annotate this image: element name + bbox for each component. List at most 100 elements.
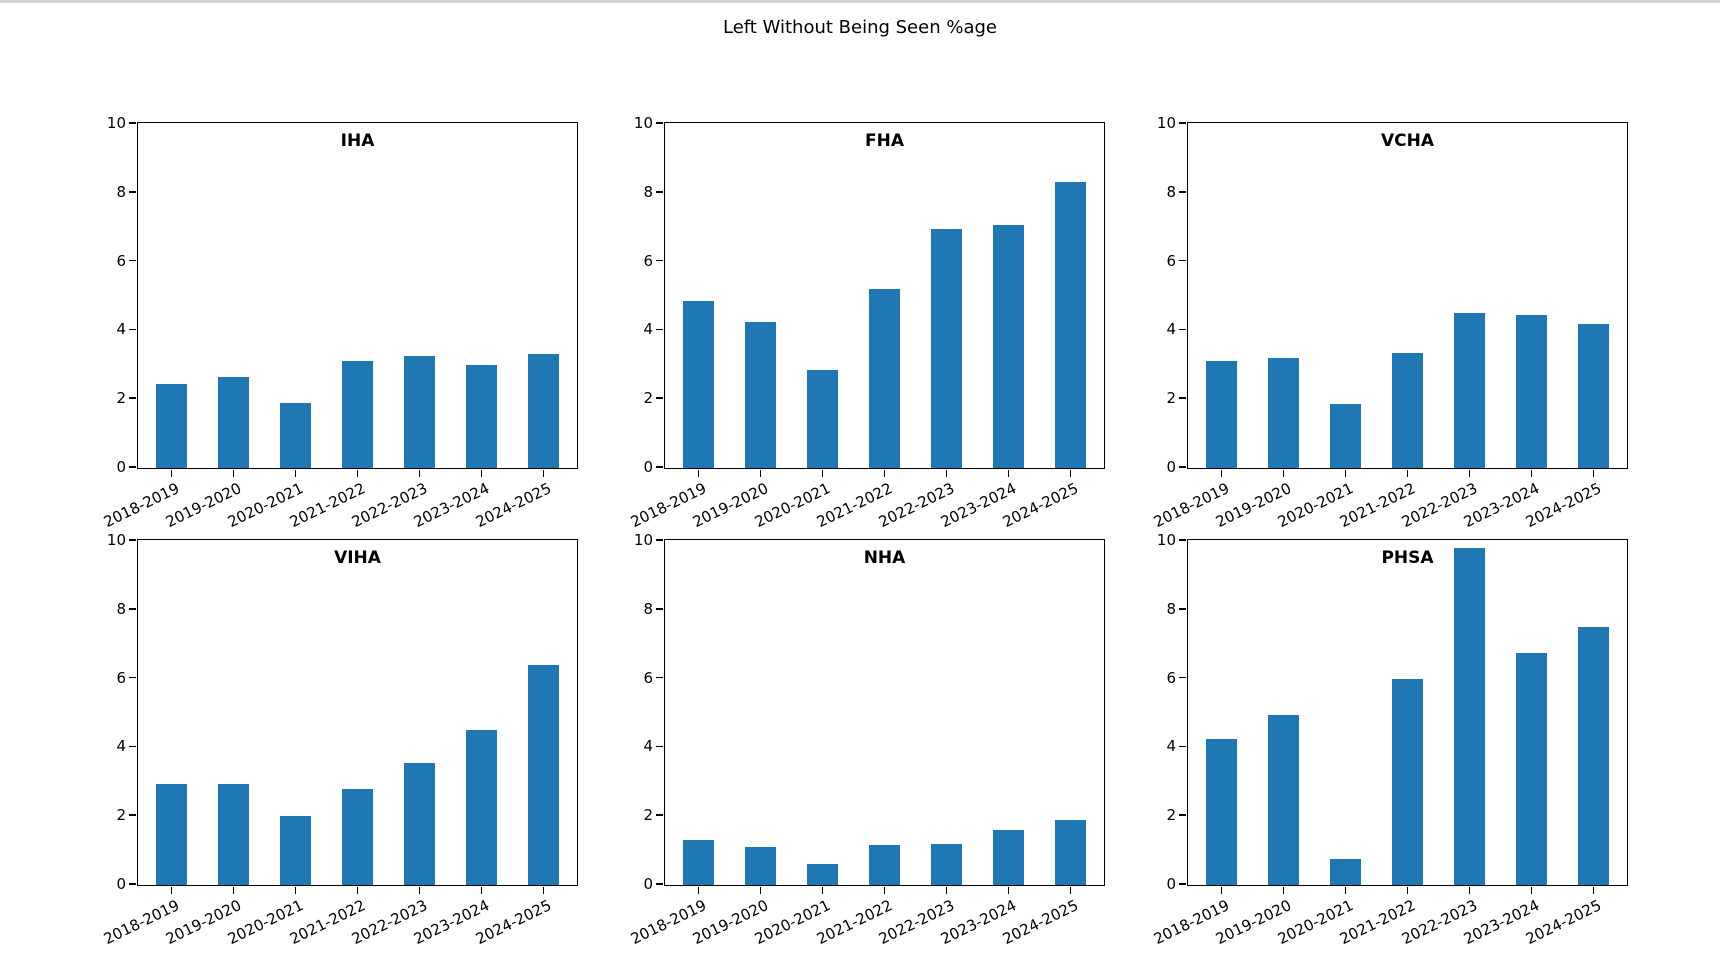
subplot-viha: VIHA 0 2 4 6 8 10 2018-2019 2019-2020 2020-2021 20… [101, 532, 578, 948]
bar [280, 402, 312, 468]
x-tick-mark [542, 887, 545, 894]
x-tick-mark [1530, 887, 1533, 894]
y-tick-label: 4 [1166, 320, 1176, 339]
y-tick-label: 4 [643, 320, 653, 339]
bar [1454, 313, 1486, 468]
y-tick-label: 2 [643, 389, 653, 408]
y-tick-label: 0 [1166, 458, 1176, 476]
x-tick-mark [294, 470, 297, 477]
x-tick-mark [1344, 887, 1347, 894]
y-tick-mark [1179, 676, 1186, 679]
bar [218, 783, 250, 885]
y-tick-label: 6 [1166, 251, 1176, 270]
x-tick-mark [1344, 470, 1347, 477]
x-tick-mark [232, 470, 235, 477]
bar [1392, 678, 1424, 885]
y-tick-mark [1179, 191, 1186, 193]
x-tick-mark [759, 470, 762, 477]
y-tick-label: 0 [643, 458, 653, 476]
x-tick-mark [1069, 887, 1072, 894]
y-tick-label: 8 [1166, 182, 1176, 201]
y-tick-label: 8 [116, 182, 126, 201]
bar [342, 788, 374, 885]
subplot-title: VCHA [1380, 131, 1435, 151]
y-tick-mark [129, 466, 136, 468]
bar [1055, 182, 1087, 468]
x-tick-mark [356, 470, 359, 477]
x-tick-mark [945, 470, 948, 477]
y-tick-mark [1179, 745, 1186, 748]
bar [683, 840, 715, 885]
y-tick-label: 4 [116, 320, 126, 339]
y-tick-mark [656, 814, 663, 816]
y-tick-mark [129, 191, 136, 193]
x-tick-mark [759, 887, 762, 894]
y-tick-mark [1179, 397, 1186, 399]
y-tick-label: 2 [1166, 806, 1176, 825]
x-tick-mark [821, 470, 824, 477]
x-tick-mark [883, 887, 886, 894]
bar [342, 361, 374, 468]
bar [466, 364, 498, 468]
bar [528, 664, 560, 885]
y-tick-mark [656, 466, 663, 468]
x-tick-mark [480, 470, 483, 477]
y-tick-label: 6 [116, 668, 126, 687]
x-tick-mark [1282, 470, 1285, 477]
x-tick-mark [356, 887, 359, 894]
x-tick-mark [480, 887, 483, 894]
x-tick-mark [945, 887, 948, 894]
bar [1578, 627, 1610, 885]
y-tick-mark [1179, 539, 1186, 541]
y-tick-label: 10 [1156, 531, 1176, 549]
x-tick-mark [1592, 887, 1595, 894]
y-tick-label: 8 [643, 599, 653, 618]
y-tick-mark [656, 122, 663, 124]
x-tick-mark [418, 887, 421, 894]
x-tick-mark [1282, 887, 1285, 894]
y-tick-mark [1179, 814, 1186, 816]
y-tick-mark [656, 676, 663, 679]
y-tick-mark [1179, 883, 1186, 885]
y-tick-mark [656, 397, 663, 399]
x-tick-mark [1592, 470, 1595, 477]
y-tick-mark [656, 745, 663, 748]
x-tick-mark [1220, 470, 1223, 477]
y-tick-label: 6 [643, 668, 653, 687]
y-tick-label: 10 [633, 531, 653, 549]
y-tick-label: 2 [1166, 389, 1176, 408]
y-tick-label: 8 [1166, 599, 1176, 618]
x-tick-mark [542, 470, 545, 477]
bar [1330, 859, 1362, 885]
subplot-title: IHA [340, 131, 375, 151]
bar [404, 356, 436, 468]
x-tick-mark [697, 887, 700, 894]
y-tick-mark [129, 883, 136, 885]
bar [218, 376, 250, 468]
y-tick-mark [129, 745, 136, 748]
y-tick-mark [656, 191, 663, 193]
bar [1516, 652, 1548, 885]
subplot-vcha: VCHA 0 2 4 6 8 10 2018-2019 2019-2020 2020-2021 20… [1151, 115, 1628, 531]
y-tick-mark [1179, 122, 1186, 124]
bar [466, 730, 498, 885]
x-tick-mark [170, 470, 173, 477]
x-tick-mark [1406, 887, 1409, 894]
subplot-iha: IHA 0 2 4 6 8 10 2018-2019 2019-2020 2020-2021 202… [101, 115, 578, 531]
bar [745, 847, 777, 885]
bar [1578, 323, 1610, 468]
y-tick-mark [129, 608, 136, 610]
y-tick-label: 10 [106, 114, 126, 132]
y-tick-label: 8 [643, 182, 653, 201]
y-tick-label: 6 [1166, 668, 1176, 687]
x-tick-mark [232, 887, 235, 894]
x-tick-mark [418, 470, 421, 477]
x-tick-mark [1406, 470, 1409, 477]
bar [156, 383, 188, 468]
subplot-title: PHSA [1381, 548, 1434, 568]
bar [931, 228, 963, 468]
bar [1516, 314, 1548, 468]
y-tick-label: 4 [643, 737, 653, 756]
y-tick-label: 10 [633, 114, 653, 132]
x-tick-mark [1468, 470, 1471, 477]
